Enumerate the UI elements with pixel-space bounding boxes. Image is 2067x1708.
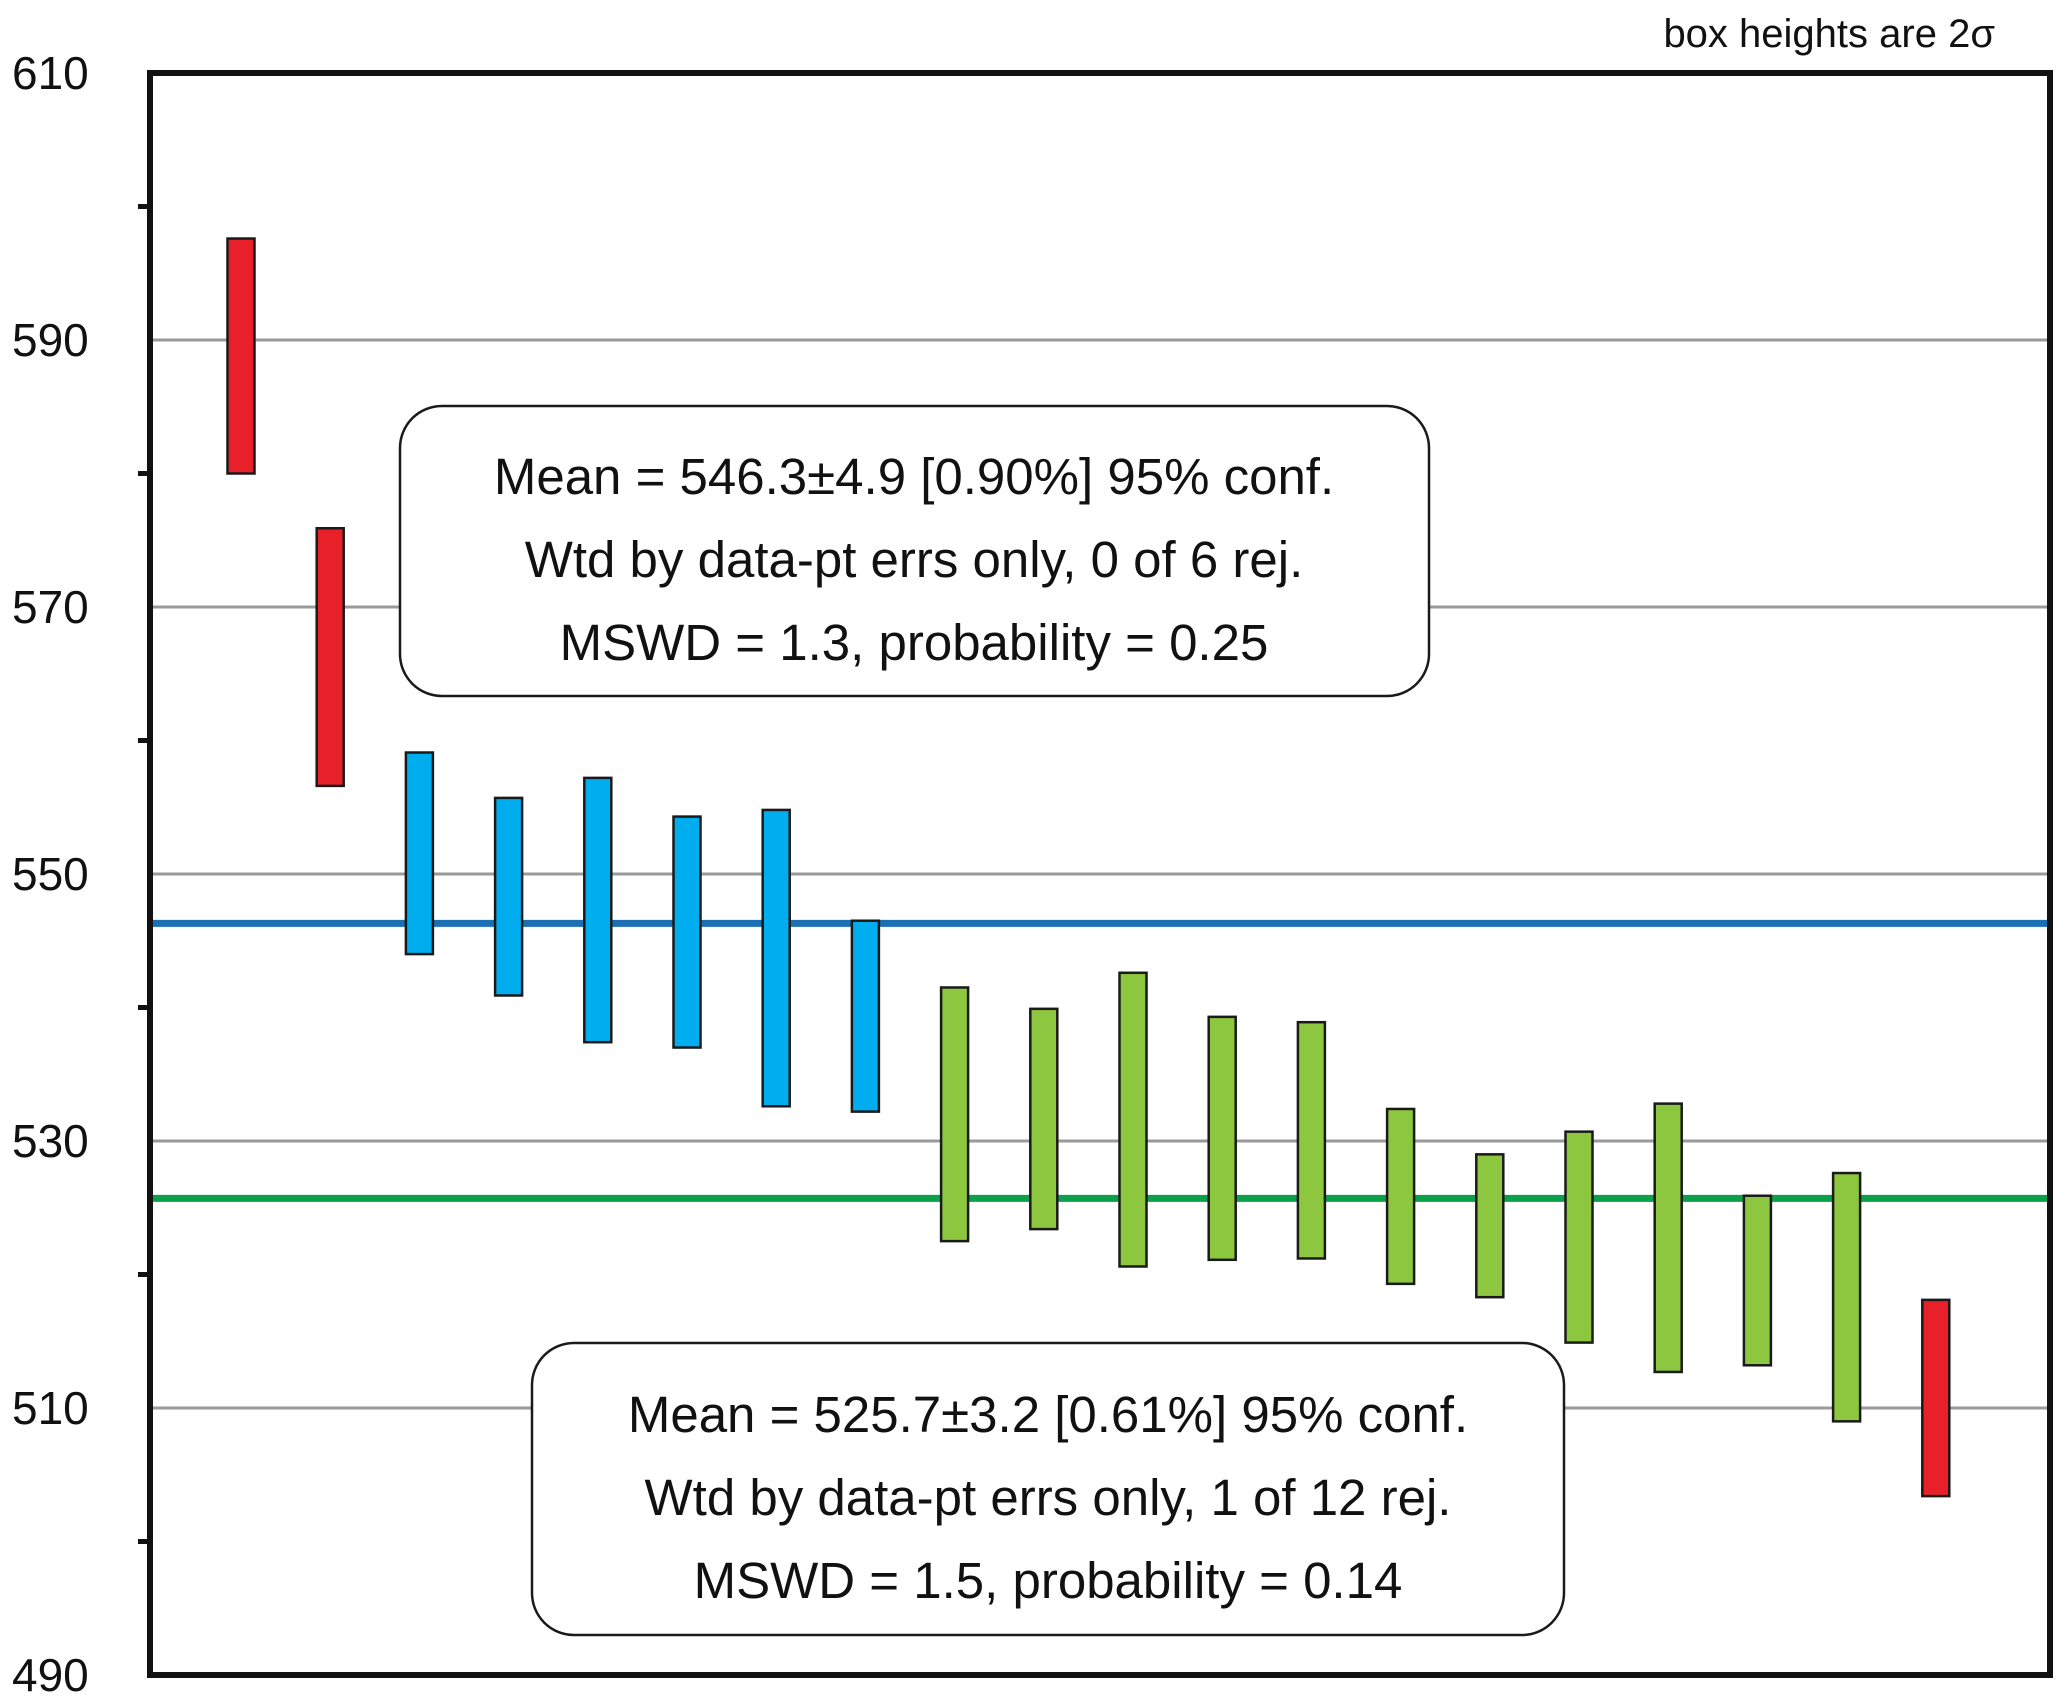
error-box-6 (672, 815, 702, 1049)
error-box-7 (761, 808, 791, 1108)
error-box-13 (1296, 1020, 1327, 1260)
error-box-17 (1653, 1102, 1683, 1374)
annotation-group1-mswd: MSWD = 1.3, probability = 0.25 (560, 614, 1269, 671)
error-box-14 (1385, 1107, 1416, 1286)
error-box-15 (1475, 1153, 1505, 1299)
box-height-note: box heights are 2σ (1663, 12, 1995, 56)
error-box-20 (1921, 1298, 1951, 1498)
y-tick-label-550: 550 (12, 848, 89, 900)
y-tick-label-490: 490 (12, 1649, 89, 1701)
error-box-2 (315, 526, 345, 788)
plot-area-border (147, 70, 2053, 1678)
y-axis-ticks (138, 204, 150, 1544)
mean-lines (150, 919, 2050, 1202)
annotation-group2-mswd: MSWD = 1.5, probability = 0.14 (694, 1552, 1403, 1609)
y-tick-label-510: 510 (12, 1382, 89, 1434)
error-box-10 (1029, 1007, 1059, 1231)
annotation-frame-group1 (398, 404, 1431, 698)
error-box-11 (1118, 971, 1148, 1268)
error-box-4 (493, 796, 524, 997)
error-box-8 (850, 919, 881, 1113)
error-boxes (226, 237, 1951, 1498)
annotation-group1-mean: Mean = 546.3±4.9 [0.90%] 95% conf. (494, 448, 1334, 505)
error-box-16 (1564, 1130, 1594, 1344)
error-box-12 (1207, 1015, 1237, 1262)
y-axis-tick-labels: 490 510 530 550 570 590 610 (12, 47, 89, 1701)
error-box-5 (583, 776, 613, 1044)
y-tick-label-570: 570 (12, 581, 89, 633)
plot-frame (147, 70, 2053, 1678)
annotation-box-group2: Mean = 525.7±3.2 [0.61%] 95% conf. Wtd b… (530, 1341, 1566, 1637)
y-tick-label-610: 610 (12, 47, 89, 99)
error-box-18 (1742, 1194, 1773, 1367)
y-tick-label-530: 530 (12, 1115, 89, 1167)
error-box-1 (226, 237, 256, 475)
annotation-frame-group2 (530, 1341, 1566, 1637)
error-box-19 (1831, 1171, 1862, 1423)
error-box-3 (404, 751, 435, 956)
annotation-box-group1: Mean = 546.3±4.9 [0.90%] 95% conf. Wtd b… (398, 404, 1431, 698)
annotation-group2-weighting: Wtd by data-pt errs only, 1 of 12 rej. (645, 1469, 1452, 1526)
error-box-9 (939, 986, 970, 1243)
y-tick-label-590: 590 (12, 314, 89, 366)
annotation-group1-weighting: Wtd by data-pt errs only, 0 of 6 rej. (525, 531, 1304, 588)
annotation-group2-mean: Mean = 525.7±3.2 [0.61%] 95% conf. (628, 1386, 1468, 1443)
